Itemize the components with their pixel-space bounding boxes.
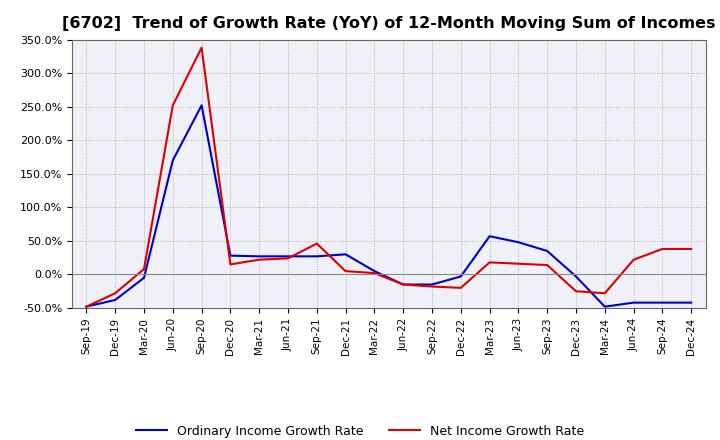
Ordinary Income Growth Rate <box>82 304 91 309</box>
Ordinary Income Growth Rate <box>111 297 120 303</box>
Ordinary Income Growth Rate <box>687 300 696 305</box>
Ordinary Income Growth Rate <box>341 252 350 257</box>
Ordinary Income Growth Rate <box>168 158 177 163</box>
Net Income Growth Rate <box>658 246 667 252</box>
Ordinary Income Growth Rate <box>284 254 292 259</box>
Ordinary Income Growth Rate <box>226 253 235 258</box>
Net Income Growth Rate <box>600 290 609 296</box>
Net Income Growth Rate <box>341 268 350 274</box>
Net Income Growth Rate <box>629 257 638 262</box>
Ordinary Income Growth Rate <box>600 304 609 309</box>
Line: Ordinary Income Growth Rate: Ordinary Income Growth Rate <box>86 105 691 307</box>
Net Income Growth Rate <box>140 267 148 272</box>
Ordinary Income Growth Rate <box>658 300 667 305</box>
Ordinary Income Growth Rate <box>572 274 580 279</box>
Ordinary Income Growth Rate <box>197 103 206 108</box>
Ordinary Income Growth Rate <box>255 254 264 259</box>
Net Income Growth Rate <box>168 103 177 108</box>
Net Income Growth Rate <box>255 257 264 262</box>
Net Income Growth Rate <box>514 261 523 266</box>
Ordinary Income Growth Rate <box>428 282 436 287</box>
Net Income Growth Rate <box>226 262 235 267</box>
Net Income Growth Rate <box>543 262 552 268</box>
Net Income Growth Rate <box>687 246 696 252</box>
Ordinary Income Growth Rate <box>140 275 148 280</box>
Net Income Growth Rate <box>456 285 465 290</box>
Net Income Growth Rate <box>312 241 321 246</box>
Net Income Growth Rate <box>111 290 120 296</box>
Ordinary Income Growth Rate <box>543 248 552 253</box>
Ordinary Income Growth Rate <box>370 268 379 274</box>
Ordinary Income Growth Rate <box>456 274 465 279</box>
Net Income Growth Rate <box>428 284 436 289</box>
Ordinary Income Growth Rate <box>399 282 408 287</box>
Net Income Growth Rate <box>370 271 379 276</box>
Legend: Ordinary Income Growth Rate, Net Income Growth Rate: Ordinary Income Growth Rate, Net Income … <box>131 420 589 440</box>
Net Income Growth Rate <box>82 304 91 309</box>
Ordinary Income Growth Rate <box>629 300 638 305</box>
Net Income Growth Rate <box>485 260 494 265</box>
Ordinary Income Growth Rate <box>312 254 321 259</box>
Net Income Growth Rate <box>284 256 292 261</box>
Line: Net Income Growth Rate: Net Income Growth Rate <box>86 48 691 307</box>
Ordinary Income Growth Rate <box>485 234 494 239</box>
Ordinary Income Growth Rate <box>514 240 523 245</box>
Net Income Growth Rate <box>572 289 580 294</box>
Net Income Growth Rate <box>197 45 206 50</box>
Net Income Growth Rate <box>399 282 408 287</box>
Title: [6702]  Trend of Growth Rate (YoY) of 12-Month Moving Sum of Incomes: [6702] Trend of Growth Rate (YoY) of 12-… <box>62 16 716 32</box>
